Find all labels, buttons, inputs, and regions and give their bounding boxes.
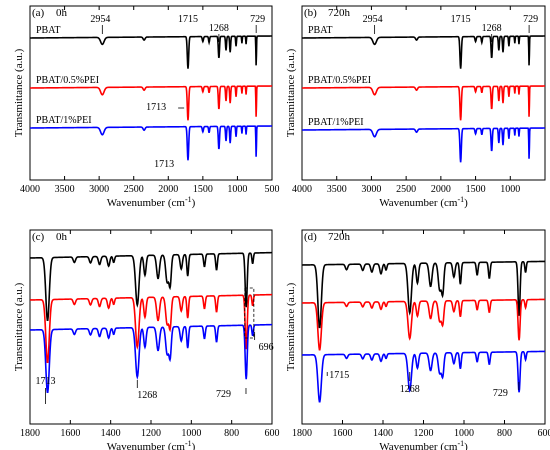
x-axis-title: Wavenumber (cm-1): [107, 195, 196, 209]
peak-annotation: 1715: [178, 14, 198, 25]
x-tick-label: 1600: [60, 428, 80, 439]
peak-annotation: 1713: [154, 159, 174, 170]
x-tick-label: 3500: [327, 184, 347, 195]
x-tick-label: 4000: [20, 184, 40, 195]
panel-label: (d): [304, 231, 317, 243]
x-tick-label: 1000: [500, 184, 520, 195]
series-line-2: [301, 350, 546, 403]
series-label-2: PBAT/1%PEI: [308, 117, 364, 128]
peak-annotation: 2954: [90, 14, 110, 25]
series-line-1: [302, 85, 545, 121]
x-tick-label: 3500: [55, 184, 75, 195]
peak-annotation: 696: [259, 342, 274, 353]
peak-annotation: 2954: [363, 14, 383, 25]
series-line-1: [29, 293, 273, 363]
x-tick-label: 800: [497, 428, 512, 439]
x-tick-label: 1400: [101, 428, 121, 439]
chart-panel-3: 1800 1600 1400 1200 1000 800 600 Wavenumber (cm…: [285, 229, 550, 450]
peak-annotation: 1713: [146, 102, 166, 113]
series-label-0: PBAT: [308, 25, 332, 36]
x-tick-label: 1000: [227, 184, 247, 195]
series-label-1: PBAT/0.5%PEI: [308, 75, 371, 86]
plot-frame: [301, 5, 546, 181]
peak-annotation: 1268: [482, 23, 502, 34]
series-line-0: [30, 35, 272, 69]
series-line-1: [30, 85, 272, 121]
series-line-0: [302, 35, 545, 69]
chart-panel-2: 1800 1600 1400 1200 1000 800 600 Wavenumber (cm…: [13, 229, 280, 450]
time-label: 0h: [56, 7, 68, 19]
x-tick-label: 1600: [333, 428, 353, 439]
time-label: 0h: [56, 231, 68, 243]
series-label-2: PBAT/1%PEI: [36, 115, 92, 126]
y-axis-title: Transmittance (a.u.): [285, 282, 297, 371]
series-line-2: [29, 323, 273, 393]
x-tick-label: 600: [265, 428, 280, 439]
y-axis-title: Transmittance (a.u.): [285, 48, 297, 137]
x-tick-label: 1800: [292, 428, 312, 439]
x-tick-label: 1800: [20, 428, 40, 439]
y-axis-title: Transmittance (a.u.): [13, 282, 25, 371]
x-tick-label: 2500: [396, 184, 416, 195]
x-tick-label: 1200: [414, 428, 434, 439]
x-tick-label: 1400: [373, 428, 393, 439]
x-tick-label: 500: [265, 184, 280, 195]
peak-annotation: 729: [523, 14, 538, 25]
peak-annotation: 729: [250, 14, 265, 25]
x-tick-label: 1000: [454, 428, 474, 439]
x-tick-label: 2000: [431, 184, 451, 195]
series-line-0: [301, 260, 546, 329]
chart-panel-1: 4000 3500 3000 2500 2000 1500 1000 Wavenumber (…: [285, 5, 546, 209]
peak-annotation: 1268: [137, 390, 157, 401]
panel-label: (a): [32, 7, 45, 19]
series-line-2: [302, 127, 545, 163]
time-label: 720h: [328, 7, 351, 19]
x-tick-label: 800: [224, 428, 239, 439]
x-tick-label: 1000: [181, 428, 201, 439]
series-label-1: PBAT/0.5%PEI: [36, 75, 99, 86]
x-axis-title: Wavenumber (cm-1): [379, 439, 468, 450]
series-line-0: [29, 251, 273, 321]
peak-annotation: 1268: [400, 384, 420, 395]
x-tick-label: 1500: [193, 184, 213, 195]
x-axis-title: Wavenumber (cm-1): [107, 439, 196, 450]
x-tick-label: 1200: [141, 428, 161, 439]
peak-annotation: 1268: [209, 23, 229, 34]
series-line-1: [301, 298, 546, 351]
time-label: 720h: [328, 231, 351, 243]
plot-frame: [29, 5, 273, 181]
peak-annotation: 1713: [36, 376, 56, 387]
x-tick-label: 600: [538, 428, 550, 439]
chart-panel-0: 4000 3500 3000 2500 2000 1500 1000 500 Wavenumbe…: [13, 5, 280, 209]
x-tick-label: 2000: [158, 184, 178, 195]
peak-annotation: 1715: [451, 14, 471, 25]
peak-annotation: 729: [216, 389, 231, 400]
x-axis-title: Wavenumber (cm-1): [379, 195, 468, 209]
x-tick-label: 4000: [292, 184, 312, 195]
x-tick-label: 3000: [361, 184, 381, 195]
plot-frame: [301, 229, 546, 425]
x-tick-label: 1500: [466, 184, 486, 195]
series-line-2: [30, 125, 272, 161]
panel-label: (b): [304, 7, 317, 19]
series-label-0: PBAT: [36, 25, 60, 36]
panel-label: (c): [32, 231, 45, 243]
x-tick-label: 2500: [124, 184, 144, 195]
peak-annotation: 729: [493, 388, 508, 399]
y-axis-title: Transmittance (a.u.): [13, 48, 25, 137]
peak-annotation: 1715: [329, 370, 349, 381]
x-tick-label: 3000: [89, 184, 109, 195]
